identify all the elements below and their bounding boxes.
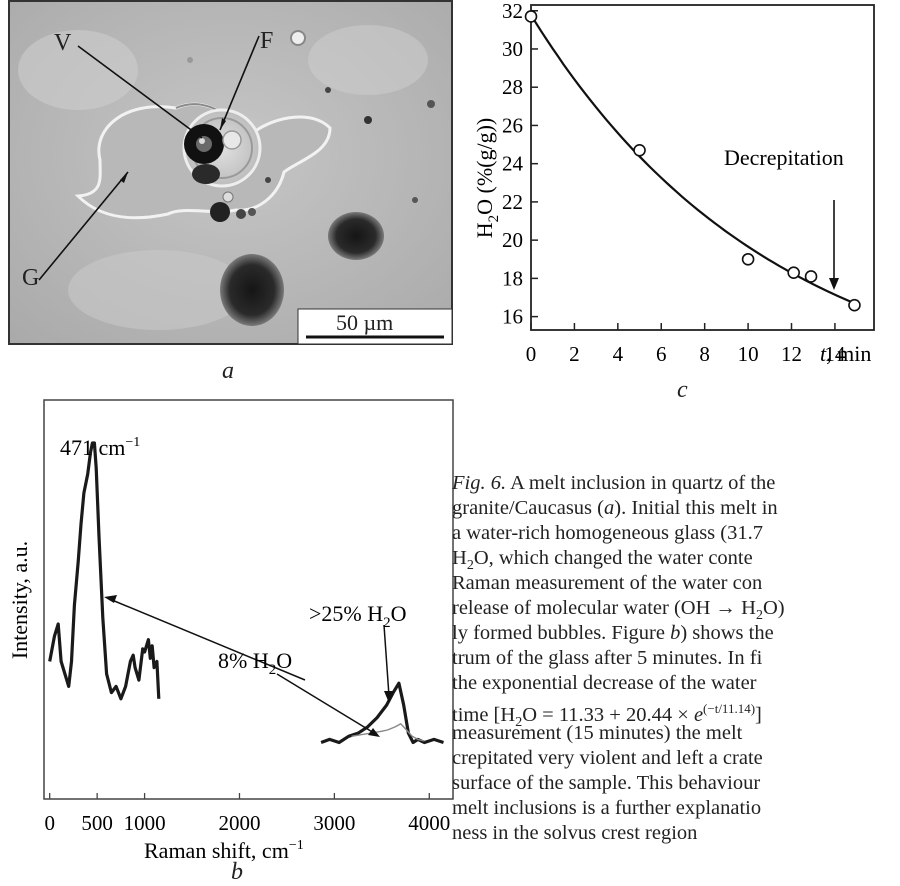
panel-letter-c: c: [677, 377, 688, 403]
arrow-471: [111, 599, 306, 681]
x-tick-label: 6: [656, 342, 667, 366]
label-V: V: [54, 30, 72, 56]
x-tick-label: 0: [44, 811, 55, 835]
y-tick-label: 18: [502, 266, 523, 290]
data-point: [804, 270, 818, 283]
caption-line: Raman measurement of the water con: [452, 572, 763, 594]
scale-bar-label: 50 µm: [336, 310, 394, 335]
data-point: [741, 252, 755, 266]
x-tick-label: 4000: [408, 811, 450, 835]
x-tick-label: 0: [526, 342, 537, 366]
x-tick-label: 8: [699, 342, 710, 366]
label-G: G: [22, 265, 40, 291]
y-axis-title-b: Intensity, a.u.: [7, 541, 32, 659]
data-point: [633, 143, 646, 157]
y-tick-label: 20: [502, 228, 523, 252]
x-tick-label: 500: [81, 811, 113, 835]
peak-label-471: 471 cm−1: [60, 435, 140, 460]
label-F: F: [260, 28, 274, 54]
x-tick-label: 4: [613, 342, 624, 366]
data-point: [848, 298, 861, 312]
data-point: [524, 10, 538, 23]
x-tick-label: 3000: [313, 811, 355, 835]
y-axis-title: H2O (%(g/g)): [472, 118, 502, 239]
x-tick-label: 1000: [124, 811, 166, 835]
y-tick-label: 16: [502, 305, 523, 329]
caption-line: melt inclusions is a further explanatio: [452, 797, 762, 819]
chart-c-frame: [530, 4, 875, 331]
spectrum-series-2: [351, 723, 425, 742]
x-tick-label: 10: [738, 342, 759, 366]
x-axis-title-b: Raman shift, cm−1: [144, 838, 304, 863]
y-tick-label: 26: [502, 113, 523, 137]
figure-caption: Fig. 6. A melt inclusion in quartz of th…: [452, 471, 900, 846]
caption-line: measurement (15 minutes) the melt: [452, 722, 743, 744]
decrepitation-arrowhead: [829, 278, 839, 290]
caption-line: time [H2O = 11.33 + 20.44 × e(−t/11.14)]: [452, 701, 762, 730]
x-tick-label: 12: [781, 342, 802, 366]
x-tick-label: 2000: [218, 811, 260, 835]
caption-line: granite/Caucasus (a). Initial this melt …: [452, 497, 778, 519]
chart-b-frame: [43, 399, 454, 800]
y-tick-label: 28: [502, 75, 523, 99]
panel-letter-b: b: [231, 859, 243, 885]
y-tick-label: 22: [502, 190, 523, 214]
y-tick-label: 24: [502, 152, 524, 176]
micrograph-panel: V F G 50 µm: [8, 0, 456, 345]
caption-line: H2O, which changed the water conte: [452, 547, 753, 574]
micrograph-image: [8, 0, 456, 345]
chart-b: 0 500 1000 2000 3000 4000 471 cm−1 >25% H2O 8…: [0, 395, 460, 881]
x-tick-label: 14: [824, 342, 846, 366]
caption-line: release of molecular water (OH → H2O): [452, 597, 785, 624]
arrow-8pct: [276, 673, 375, 734]
fit-curve: [530, 14, 855, 305]
label-gt25-h2o: >25% H2O: [309, 601, 407, 631]
x-tick-label: 2: [569, 342, 580, 366]
caption-line: ly formed bubbles. Figure b) shows the: [452, 622, 774, 644]
spectrum-series-0: [48, 441, 161, 701]
caption-line: ness in the solvus crest region: [452, 822, 698, 844]
caption-line: crepitated very violent and left a crate: [452, 747, 763, 769]
label-8pct-h2o: 8% H2O: [218, 648, 292, 678]
y-tick-label: 30: [502, 37, 523, 61]
annotation-decrepitation: Decrepitation: [724, 145, 844, 170]
caption-line: surface of the sample. This behaviour: [452, 772, 761, 794]
data-point: [787, 266, 800, 279]
arrow-25pct: [383, 624, 390, 697]
caption-line: Fig. 6. A melt inclusion in quartz of th…: [452, 472, 776, 494]
chart-c: 16 18 20 22 24 26 28 30 32 0 2 4 6 8 10 12 14 Decrepitat…: [458, 0, 900, 410]
caption-line: the exponential decrease of the water: [452, 672, 757, 694]
x-axis-title: t, min: [820, 341, 871, 366]
panel-letter-a: a: [222, 358, 234, 384]
caption-line: trum of the glass after 5 minutes. In fi: [452, 647, 763, 669]
chart-b-svg: 0 500 1000 2000 3000 4000 471 cm−1 >25% H2O 8…: [7, 399, 454, 863]
caption-line: a water-rich homogeneous glass (31.7: [452, 522, 763, 544]
y-tick-label: 32: [502, 0, 523, 23]
